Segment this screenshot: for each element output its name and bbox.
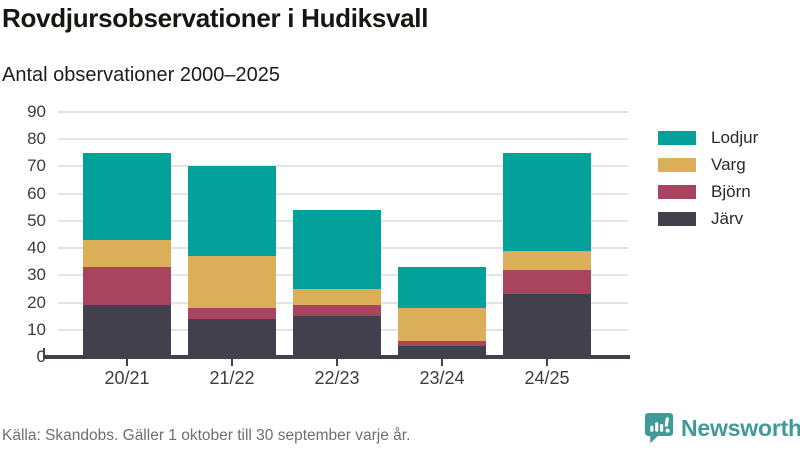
bar-segment-lodjur-24-25 <box>503 152 591 251</box>
bar-24-25 <box>503 152 591 357</box>
x-axis-label-24-25: 24/25 <box>524 368 570 388</box>
y-axis-label-40: 40 <box>27 238 46 258</box>
legend-item-jarv: Järv <box>658 209 758 228</box>
newsworthy-logo: Newsworthy <box>644 412 800 445</box>
x-axis-label-22-23: 22/23 <box>314 368 360 388</box>
newsworthy-bubble-chart-icon <box>645 413 673 444</box>
bar-21-22 <box>188 166 276 357</box>
gridline-80 <box>58 138 628 141</box>
source-note: Källa: Skandobs. Gäller 1 oktober till 3… <box>2 427 411 444</box>
y-axis-label-50: 50 <box>27 210 46 230</box>
y-axis-label-60: 60 <box>27 183 46 203</box>
bar-segment-bjorn-24-25 <box>503 269 591 295</box>
bar-segment-bjorn-22-23 <box>293 305 381 317</box>
legend-swatch-varg <box>658 158 696 172</box>
x-axis-label-23-24: 23/24 <box>419 368 465 388</box>
bar-segment-jarv-21-22 <box>188 318 276 357</box>
bar-23-24 <box>398 267 486 357</box>
y-axis-label-0: 0 <box>36 347 46 366</box>
bar-segment-jarv-22-23 <box>293 316 381 357</box>
y-axis-label-30: 30 <box>27 265 46 285</box>
bar-segment-lodjur-21-22 <box>188 166 276 257</box>
bar-segment-varg-24-25 <box>503 250 591 270</box>
gridline-60 <box>58 192 628 195</box>
x-axis-tick-24-25 <box>546 359 548 366</box>
y-axis-label-70: 70 <box>27 156 46 176</box>
bar-segment-lodjur-22-23 <box>293 210 381 289</box>
chart-subtitle: Antal observationer 2000–2025 <box>2 64 280 86</box>
bar-segment-bjorn-21-22 <box>188 308 276 319</box>
y-axis-zero-tick <box>43 348 45 359</box>
y-axis-label-10: 10 <box>27 319 46 339</box>
legend-label-lodjur: Lodjur <box>711 128 759 147</box>
page-title: Rovdjursobservationer i Hudiksvall <box>2 3 429 33</box>
legend-item-bjorn: Björn <box>658 182 758 201</box>
x-axis-line <box>43 355 630 359</box>
bar-segment-varg-21-22 <box>188 256 276 309</box>
x-axis-label-20-21: 20/21 <box>104 368 150 388</box>
newsworthy-wordmark: Newsworthy <box>681 415 800 441</box>
bar-segment-jarv-20-21 <box>83 305 171 357</box>
legend-label-bjorn: Björn <box>711 182 751 201</box>
legend-swatch-lodjur <box>658 131 696 145</box>
bar-segment-lodjur-23-24 <box>398 267 486 309</box>
legend: Lodjur Varg Björn Järv <box>658 128 759 239</box>
bar-segment-bjorn-23-24 <box>398 340 486 347</box>
bar-segment-varg-23-24 <box>398 308 486 341</box>
bar-22-23 <box>293 210 381 357</box>
bar-segment-lodjur-20-21 <box>83 152 171 240</box>
gridline-90 <box>58 111 628 113</box>
x-axis-tick-23-24 <box>441 359 443 366</box>
gridline-70 <box>58 165 628 168</box>
bar-segment-bjorn-20-21 <box>83 267 171 306</box>
y-axis-label-20: 20 <box>27 292 46 312</box>
legend-swatch-jarv <box>658 212 696 226</box>
x-axis-tick-21-22 <box>231 359 233 366</box>
bar-segment-jarv-23-24 <box>398 346 486 357</box>
legend-item-varg: Varg <box>658 155 758 174</box>
x-axis-tick-22-23 <box>336 359 338 366</box>
plot-area: 0 10 20 30 40 50 60 70 80 90 20/21 21/22 22/23 23/24 2… <box>27 102 630 388</box>
bar-segment-varg-20-21 <box>83 239 171 268</box>
bar-segment-varg-22-23 <box>293 288 381 306</box>
legend-label-jarv: Järv <box>711 209 744 228</box>
y-axis-label-90: 90 <box>27 102 46 121</box>
legend-label-varg: Varg <box>711 155 746 174</box>
bar-segment-jarv-24-25 <box>503 294 591 357</box>
x-axis-label-21-22: 21/22 <box>209 368 255 388</box>
legend-swatch-bjorn <box>658 185 696 199</box>
legend-item-lodjur: Lodjur <box>658 128 759 147</box>
y-axis-label-80: 80 <box>27 129 46 149</box>
bar-20-21 <box>83 152 171 357</box>
x-axis-tick-20-21 <box>126 359 128 366</box>
